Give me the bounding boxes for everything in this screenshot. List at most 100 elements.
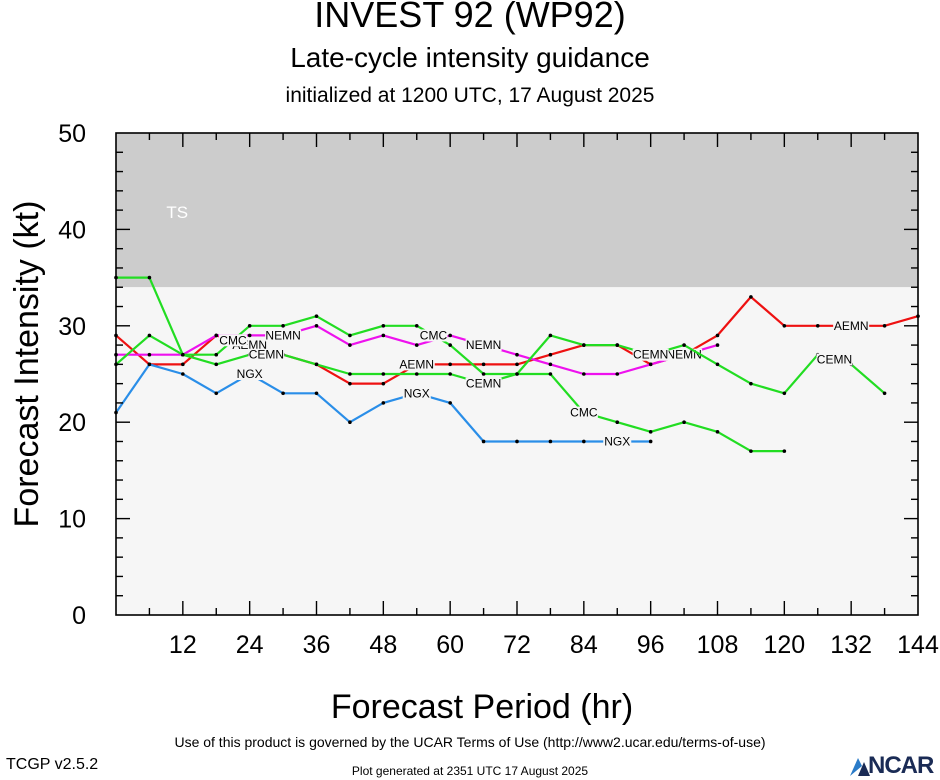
x-tick-label: 144 bbox=[897, 631, 939, 659]
data-point-cmc bbox=[348, 333, 352, 338]
x-tick-label: 108 bbox=[697, 631, 739, 659]
data-point-aemn bbox=[815, 324, 820, 328]
data-point-aemn bbox=[749, 295, 753, 299]
data-point-cmc bbox=[481, 372, 486, 376]
data-point-ngx bbox=[582, 439, 586, 444]
series-label-cemn: CEMN bbox=[465, 377, 502, 391]
series-label-aemn: AEMN bbox=[833, 319, 870, 333]
data-point-ngx bbox=[314, 391, 319, 396]
data-point-cmc bbox=[381, 324, 386, 328]
data-point-cemn bbox=[448, 372, 452, 376]
x-tick-label: 48 bbox=[369, 631, 397, 659]
chart-subtitle: Late-cycle intensity guidance bbox=[290, 42, 650, 73]
series-label-bg bbox=[569, 406, 598, 419]
data-point-cemn bbox=[548, 333, 553, 338]
series-label-cmc: CMC bbox=[419, 328, 448, 342]
data-point-ngx bbox=[281, 391, 285, 396]
series-label-bg bbox=[402, 387, 431, 400]
x-tick-label: 96 bbox=[637, 631, 665, 659]
data-point-nemn bbox=[381, 333, 386, 338]
series-nemn: NEMN NEMN NEMN bbox=[114, 324, 720, 376]
data-point-cmc bbox=[749, 449, 753, 453]
ncar-logo-text: NCAR bbox=[868, 752, 934, 779]
data-point-nemn bbox=[314, 324, 319, 328]
series-label-text: NGX bbox=[237, 367, 263, 381]
data-point-cmc bbox=[214, 352, 219, 357]
data-point-nemn bbox=[147, 352, 152, 357]
series-label-bg bbox=[816, 353, 853, 366]
series-label-text: CEMN bbox=[466, 377, 501, 391]
series-cmc: CMC CMC CMC bbox=[114, 275, 787, 453]
series-label-text: CEMN bbox=[633, 348, 668, 362]
plot-generated-text: Plot generated at 2351 UTC 17 August 202… bbox=[351, 764, 589, 778]
data-point-nemn bbox=[247, 333, 252, 338]
data-point-cmc bbox=[314, 314, 319, 318]
data-point-ngx bbox=[548, 439, 553, 444]
data-point-cemn bbox=[682, 343, 686, 347]
series-label-text: CEMN bbox=[817, 353, 852, 367]
version-label: TCGP v2.5.2 bbox=[6, 756, 99, 773]
data-point-aemn bbox=[715, 333, 720, 338]
data-point-cemn bbox=[181, 352, 185, 357]
data-point-cemn bbox=[348, 372, 352, 376]
x-tick-label: 60 bbox=[436, 631, 464, 659]
x-tick-label: 132 bbox=[830, 631, 872, 659]
data-point-nemn bbox=[715, 343, 720, 347]
data-point-cmc bbox=[281, 324, 285, 328]
series-label-aemn: AEMN bbox=[398, 357, 435, 371]
data-point-cmc bbox=[682, 420, 686, 425]
data-point-ngx bbox=[381, 401, 386, 405]
data-point-nemn bbox=[515, 352, 519, 357]
data-point-cemn bbox=[782, 391, 787, 396]
data-point-cemn bbox=[515, 372, 519, 376]
y-tick-label: 0 bbox=[72, 602, 86, 630]
data-point-aemn bbox=[448, 362, 452, 367]
data-point-aemn bbox=[481, 362, 486, 367]
band-label-ts: TS bbox=[166, 203, 188, 222]
data-point-cmc bbox=[648, 430, 653, 434]
data-point-cemn bbox=[414, 372, 419, 376]
series-label-bg bbox=[603, 435, 632, 448]
data-point-nemn bbox=[648, 362, 653, 367]
data-point-cemn bbox=[715, 362, 720, 367]
data-point-cmc bbox=[615, 420, 620, 425]
data-point-cemn bbox=[314, 362, 319, 367]
data-point-ngx bbox=[181, 372, 185, 376]
data-point-ngx bbox=[214, 391, 219, 396]
data-point-aemn bbox=[381, 381, 386, 386]
series-label-text: CMC bbox=[219, 333, 247, 347]
series-label-bg bbox=[833, 319, 870, 332]
data-point-cmc bbox=[414, 324, 419, 328]
y-tick-label: 40 bbox=[58, 216, 86, 244]
series-label-cmc: CMC bbox=[569, 406, 598, 420]
x-tick-label: 36 bbox=[303, 631, 331, 659]
data-point-cemn bbox=[582, 343, 586, 347]
series-label-bg bbox=[465, 377, 502, 390]
series-label-ngx: NGX bbox=[235, 367, 264, 381]
series-cemn: CEMN CEMN CEMN CEMN bbox=[114, 333, 887, 396]
data-point-nemn bbox=[615, 372, 620, 376]
x-tick-label: 84 bbox=[570, 631, 598, 659]
y-tick-label: 50 bbox=[58, 120, 86, 148]
series-label-bg bbox=[465, 339, 502, 352]
y-tick-label: 30 bbox=[58, 313, 86, 341]
series-label-bg bbox=[265, 329, 302, 342]
data-point-cmc bbox=[448, 343, 452, 347]
data-point-aemn bbox=[882, 324, 887, 328]
data-point-cemn bbox=[615, 343, 620, 347]
terms-of-use-text: Use of this product is governed by the U… bbox=[174, 734, 766, 750]
series-label-bg bbox=[235, 368, 264, 380]
series-label-text: NGX bbox=[404, 386, 430, 400]
ncar-logo: NCAR bbox=[848, 752, 938, 780]
data-point-aemn bbox=[548, 352, 553, 357]
data-point-cemn bbox=[147, 333, 152, 338]
series-label-text: NEMN bbox=[666, 348, 701, 362]
series-label-text: CMC bbox=[420, 328, 448, 342]
series-label-cemn: CEMN bbox=[632, 348, 669, 362]
series-label-bg bbox=[218, 334, 247, 347]
data-point-ngx bbox=[348, 420, 352, 425]
y-tick-label: 10 bbox=[58, 506, 86, 534]
y-axis-label: Forecast Intensity (kt) bbox=[8, 201, 46, 528]
data-point-nemn bbox=[214, 333, 219, 338]
